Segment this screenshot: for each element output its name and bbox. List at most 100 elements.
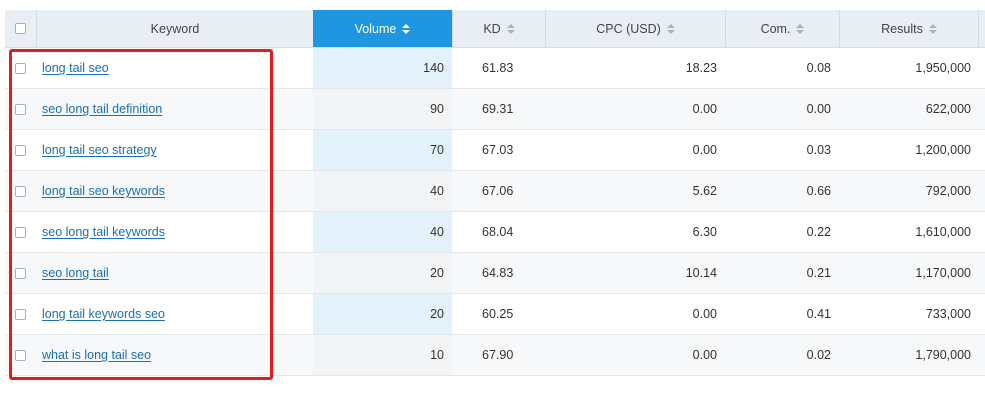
row-check-cell xyxy=(5,130,36,170)
keyword-cell: long tail seo strategy xyxy=(36,130,313,170)
kd-cell: 64.83 xyxy=(482,266,514,280)
results-cell: 792,000 xyxy=(925,184,971,198)
header-kd[interactable]: KD xyxy=(452,10,545,47)
header-volume[interactable]: Volume xyxy=(313,10,452,47)
header-volume-label: Volume xyxy=(354,21,397,36)
volume-cell: 140 xyxy=(423,61,444,75)
table-row: what is long tail seo 10 67.90 0.00 0.02… xyxy=(5,335,985,376)
table-row: long tail seo keywords 40 67.06 5.62 0.6… xyxy=(5,171,985,212)
header-keyword[interactable]: Keyword xyxy=(36,10,313,47)
header-com[interactable]: Com. xyxy=(725,10,839,47)
header-kd-label: KD xyxy=(483,21,501,36)
table-row: seo long tail keywords 40 68.04 6.30 0.2… xyxy=(5,212,985,253)
volume-cell: 40 xyxy=(430,225,444,239)
header-keyword-label: Keyword xyxy=(150,21,200,36)
cpc-cell: 5.62 xyxy=(692,184,717,198)
row-check-cell xyxy=(5,171,36,211)
com-cell: 0.21 xyxy=(806,266,831,280)
keyword-link[interactable]: seo long tail xyxy=(42,266,109,280)
header-results-label: Results xyxy=(881,21,923,36)
com-cell: 0.02 xyxy=(806,348,831,362)
row-check-cell xyxy=(5,212,36,252)
cpc-cell: 0.00 xyxy=(692,143,717,157)
row-checkbox[interactable] xyxy=(15,144,26,156)
table-row: seo long tail definition 90 69.31 0.00 0… xyxy=(5,89,985,130)
keyword-table: Keyword Volume KD CPC (USD) Com. Results… xyxy=(5,10,985,376)
keyword-cell: seo long tail xyxy=(36,253,313,293)
sort-icon xyxy=(506,23,515,34)
row-check-cell xyxy=(5,294,36,334)
keyword-cell: seo long tail keywords xyxy=(36,212,313,252)
select-all-checkbox[interactable] xyxy=(15,23,26,34)
results-cell: 622,000 xyxy=(925,102,971,116)
table-row: long tail seo strategy 70 67.03 0.00 0.0… xyxy=(5,130,985,171)
row-checkbox[interactable] xyxy=(15,226,26,238)
sort-icon xyxy=(666,23,675,34)
row-checkbox[interactable] xyxy=(15,185,26,197)
row-checkbox[interactable] xyxy=(15,267,26,279)
keyword-cell: long tail keywords seo xyxy=(36,294,313,334)
cpc-cell: 0.00 xyxy=(692,307,717,321)
cpc-cell: 10.14 xyxy=(685,266,717,280)
volume-cell: 90 xyxy=(430,102,444,116)
table-row: long tail seo 140 61.83 18.23 0.08 1,950… xyxy=(5,48,985,89)
row-check-cell xyxy=(5,48,36,88)
select-all-cell xyxy=(5,10,36,47)
com-cell: 0.03 xyxy=(806,143,831,157)
results-cell: 733,000 xyxy=(925,307,971,321)
keyword-cell: what is long tail seo xyxy=(36,335,313,375)
volume-cell: 20 xyxy=(430,307,444,321)
keyword-cell: long tail seo xyxy=(36,48,313,88)
kd-cell: 69.31 xyxy=(482,102,514,116)
kd-cell: 67.90 xyxy=(482,348,514,362)
header-cpc[interactable]: CPC (USD) xyxy=(545,10,725,47)
results-cell: 1,610,000 xyxy=(915,225,971,239)
com-cell: 0.00 xyxy=(806,102,831,116)
keyword-link[interactable]: long tail seo keywords xyxy=(42,184,165,198)
table-header: Keyword Volume KD CPC (USD) Com. Results xyxy=(5,10,985,48)
com-cell: 0.08 xyxy=(806,61,831,75)
keyword-link[interactable]: what is long tail seo xyxy=(42,348,152,362)
keyword-link[interactable]: long tail seo strategy xyxy=(42,143,157,157)
cpc-cell: 0.00 xyxy=(692,102,717,116)
row-checkbox[interactable] xyxy=(15,62,26,74)
row-check-cell xyxy=(5,253,36,293)
keyword-cell: seo long tail definition xyxy=(36,89,313,129)
com-cell: 0.22 xyxy=(806,225,831,239)
header-com-label: Com. xyxy=(760,21,791,36)
header-cpc-label: CPC (USD) xyxy=(596,21,661,36)
cpc-cell: 18.23 xyxy=(685,61,717,75)
keyword-link[interactable]: long tail seo xyxy=(42,61,109,75)
table-row: long tail keywords seo 20 60.25 0.00 0.4… xyxy=(5,294,985,335)
kd-cell: 67.06 xyxy=(482,184,514,198)
row-check-cell xyxy=(5,335,36,375)
header-results[interactable]: Results xyxy=(839,10,979,47)
cpc-cell: 0.00 xyxy=(692,348,717,362)
keyword-link[interactable]: seo long tail keywords xyxy=(42,225,165,239)
row-checkbox[interactable] xyxy=(15,349,26,361)
volume-cell: 40 xyxy=(430,184,444,198)
com-cell: 0.66 xyxy=(806,184,831,198)
results-cell: 1,170,000 xyxy=(915,266,971,280)
kd-cell: 68.04 xyxy=(482,225,514,239)
sort-icon xyxy=(796,23,805,34)
row-checkbox[interactable] xyxy=(15,308,26,320)
volume-cell: 10 xyxy=(430,348,444,362)
volume-cell: 20 xyxy=(430,266,444,280)
results-cell: 1,200,000 xyxy=(915,143,971,157)
row-check-cell xyxy=(5,89,36,129)
sort-icon xyxy=(402,23,411,34)
volume-cell: 70 xyxy=(430,143,444,157)
row-checkbox[interactable] xyxy=(15,103,26,115)
results-cell: 1,790,000 xyxy=(915,348,971,362)
keyword-link[interactable]: seo long tail definition xyxy=(42,102,163,116)
results-cell: 1,950,000 xyxy=(915,61,971,75)
kd-cell: 67.03 xyxy=(482,143,514,157)
keyword-link[interactable]: long tail keywords seo xyxy=(42,307,165,321)
com-cell: 0.41 xyxy=(806,307,831,321)
sort-icon xyxy=(928,23,937,34)
cpc-cell: 6.30 xyxy=(692,225,717,239)
table-row: seo long tail 20 64.83 10.14 0.21 1,170,… xyxy=(5,253,985,294)
kd-cell: 61.83 xyxy=(482,61,514,75)
keyword-cell: long tail seo keywords xyxy=(36,171,313,211)
